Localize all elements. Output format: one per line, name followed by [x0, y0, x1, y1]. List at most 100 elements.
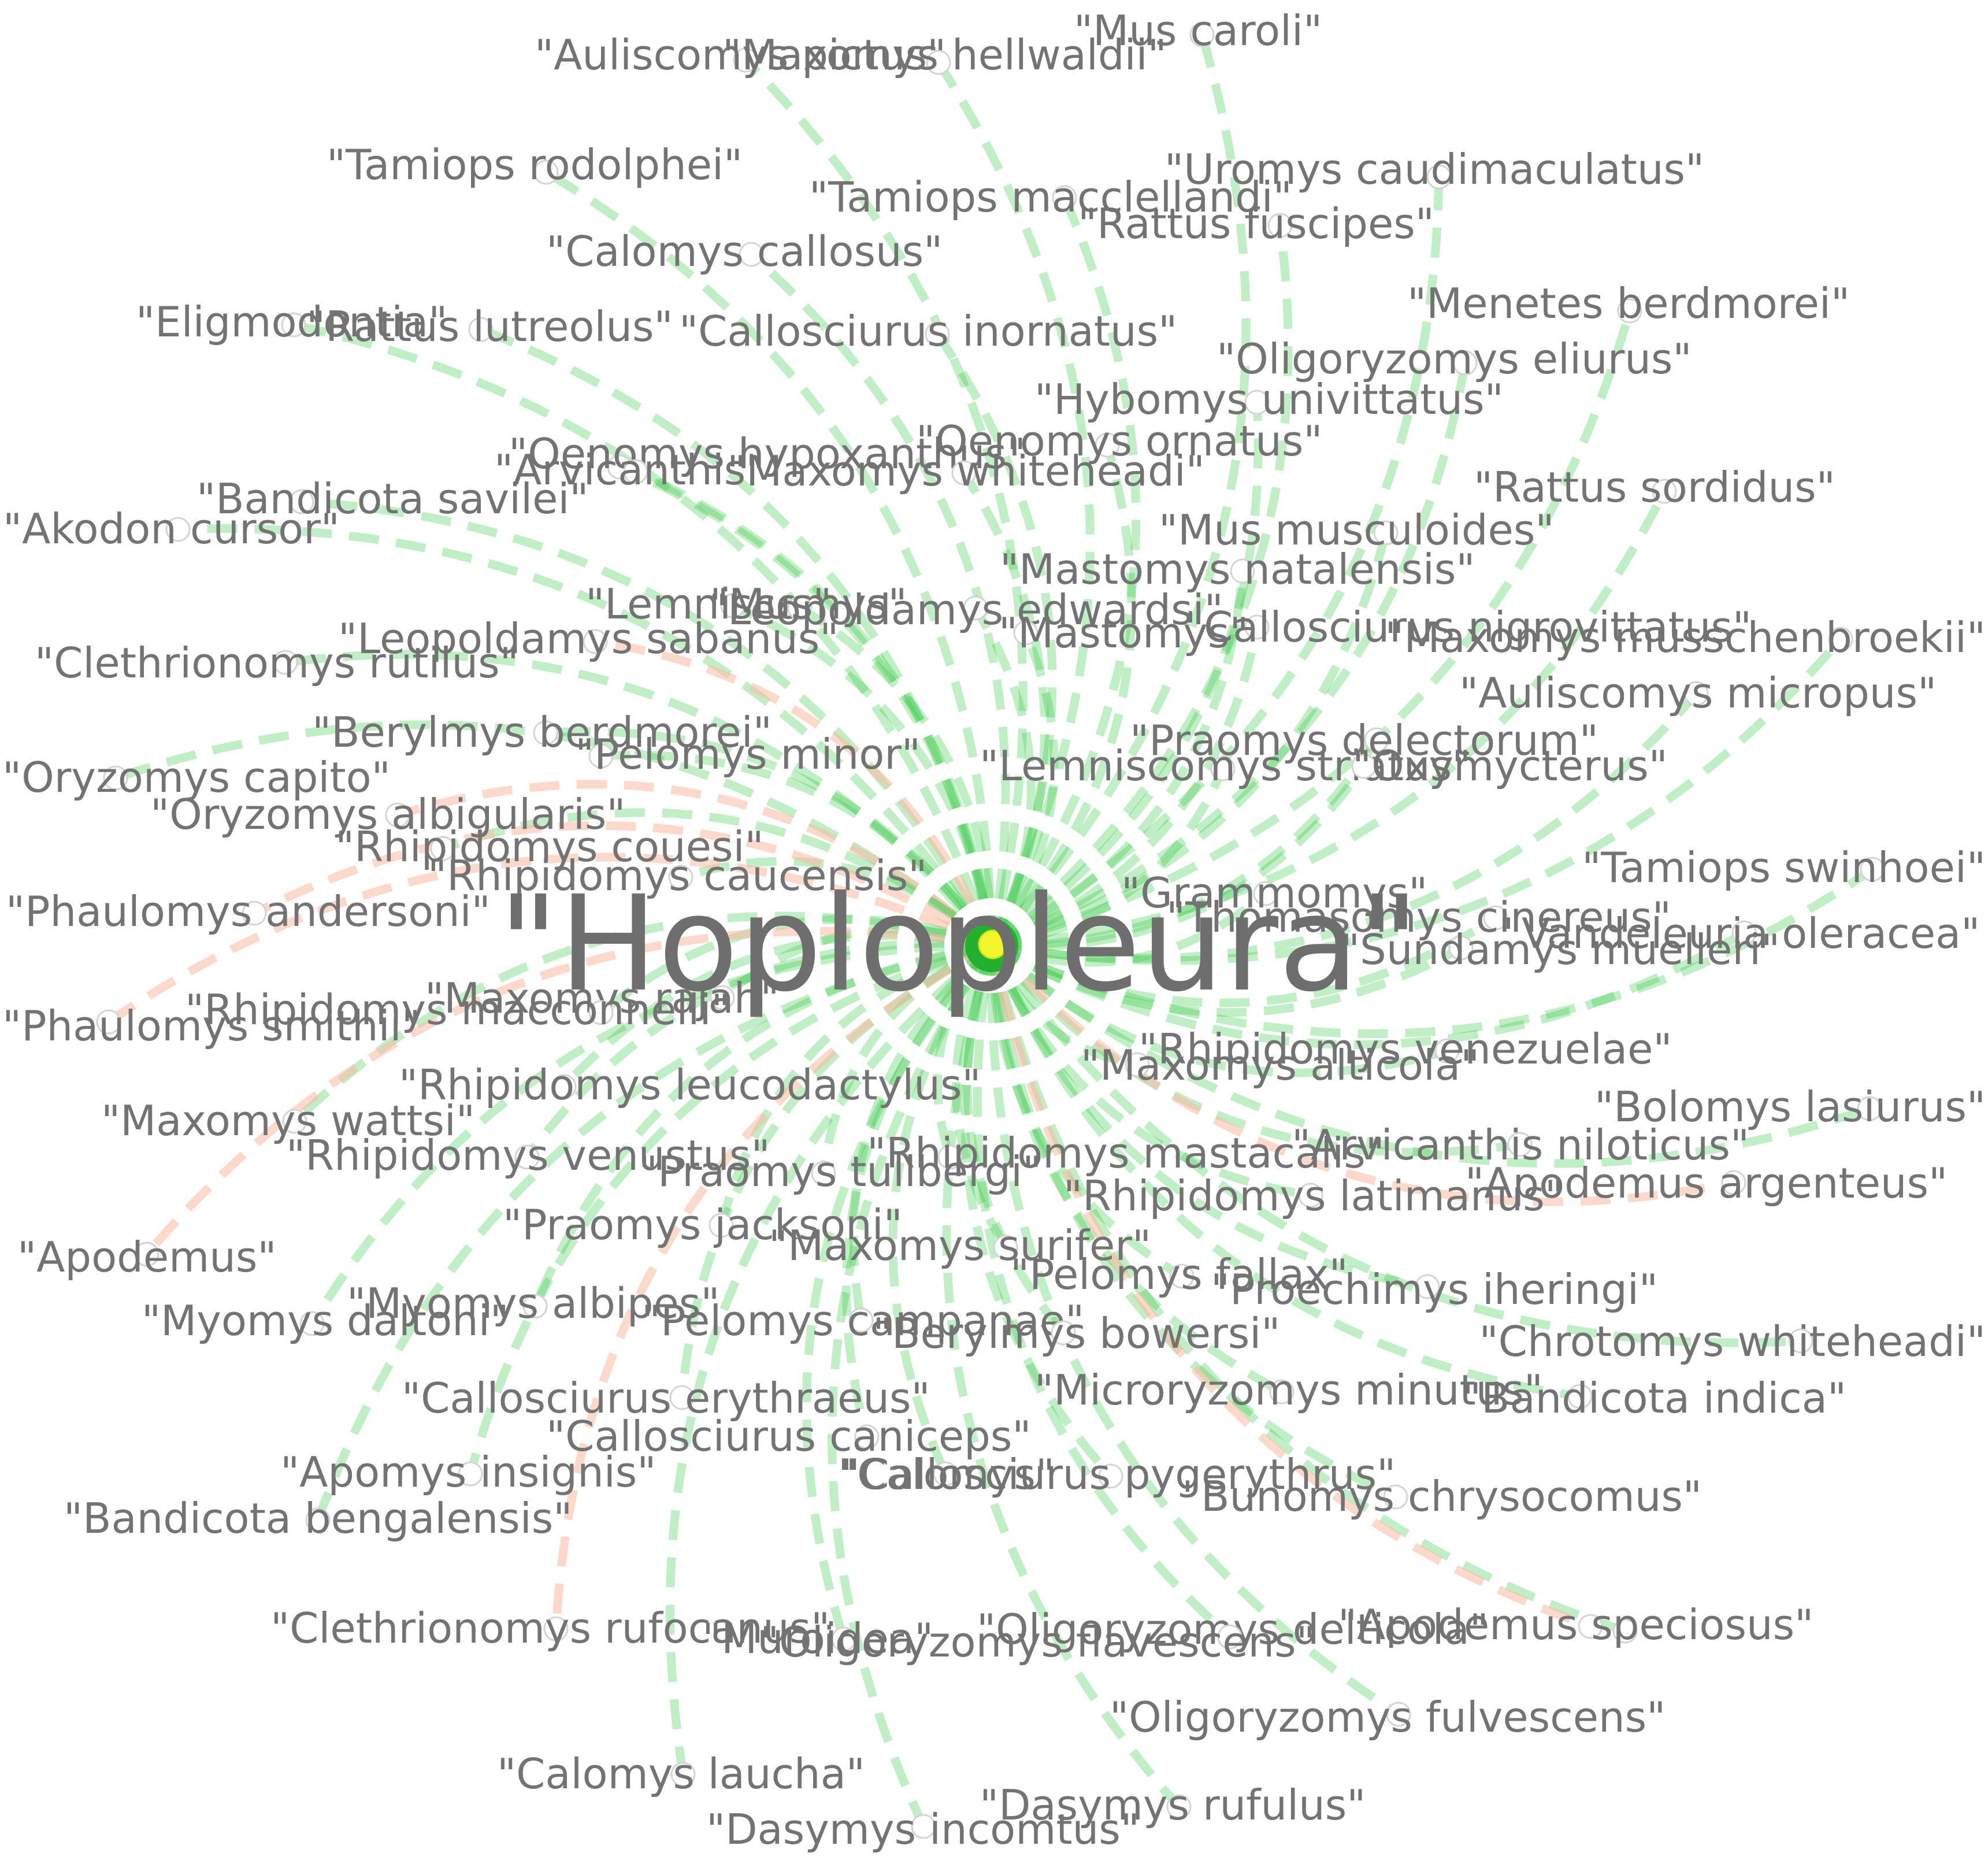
node-dot[interactable]	[1617, 298, 1642, 324]
node-dot[interactable]	[925, 321, 950, 347]
node-dot[interactable]	[1210, 756, 1236, 781]
edge	[531, 941, 993, 1308]
node-dot[interactable]	[305, 1507, 331, 1533]
node-dot[interactable]	[1731, 920, 1757, 946]
node-dot[interactable]	[1721, 1170, 1746, 1195]
node-dot[interactable]	[165, 517, 191, 542]
node-dot[interactable]	[733, 47, 758, 73]
node-dot[interactable]	[282, 1109, 307, 1134]
edge	[989, 402, 1263, 950]
node-dot[interactable]	[1189, 22, 1215, 47]
node-label: "Maxomys alticola"	[1081, 1041, 1479, 1090]
node-dot[interactable]	[854, 1424, 880, 1450]
node-dot[interactable]	[811, 1161, 836, 1186]
node-dot[interactable]	[514, 1144, 540, 1170]
node-dot[interactable]	[933, 1461, 958, 1487]
node-dot[interactable]	[1507, 1132, 1533, 1157]
node-dot[interactable]	[848, 1307, 874, 1333]
node-dot[interactable]	[588, 1000, 614, 1025]
node-dot[interactable]	[1828, 627, 1853, 652]
node-label: "Oligoryzomys fulvescens"	[1110, 1693, 1666, 1741]
node-dot[interactable]	[1383, 1484, 1408, 1510]
node-dot[interactable]	[134, 1242, 160, 1267]
node-dot[interactable]	[458, 1461, 483, 1487]
node-dot[interactable]	[299, 1311, 325, 1336]
node-dot[interactable]	[551, 1074, 577, 1099]
node-dot[interactable]	[1169, 1263, 1195, 1289]
node-dot[interactable]	[1052, 185, 1077, 210]
node-dot[interactable]	[533, 160, 559, 185]
node-dot[interactable]	[385, 802, 410, 828]
node-dot[interactable]	[1386, 1702, 1411, 1727]
node-dot[interactable]	[911, 1814, 936, 1839]
node-dot[interactable]	[103, 765, 128, 791]
node-dot[interactable]	[623, 459, 648, 484]
node-dot[interactable]	[720, 593, 746, 618]
node-dot[interactable]	[1578, 1614, 1603, 1639]
node-dot[interactable]	[588, 743, 614, 769]
node-dot[interactable]	[1013, 620, 1038, 646]
node-dot[interactable]	[1125, 1052, 1150, 1077]
node-dot[interactable]	[739, 242, 764, 267]
node-dot[interactable]	[1683, 681, 1709, 706]
node-dot[interactable]	[668, 865, 693, 890]
node-dot[interactable]	[96, 1009, 121, 1035]
node-dot[interactable]	[468, 317, 494, 342]
node-dot[interactable]	[1860, 857, 1885, 882]
node-dot[interactable]	[787, 595, 813, 621]
node-dot[interactable]	[1612, 1618, 1638, 1644]
node-dot[interactable]	[831, 1626, 856, 1652]
node-dot[interactable]	[1095, 432, 1120, 458]
node-dot[interactable]	[1788, 1328, 1813, 1354]
node-dot[interactable]	[1217, 1624, 1242, 1650]
edge	[252, 821, 994, 950]
node-dot[interactable]	[1415, 1274, 1440, 1299]
node-dot[interactable]	[1567, 1384, 1593, 1409]
node-dot[interactable]	[273, 650, 298, 675]
node-dot[interactable]	[1298, 1183, 1323, 1208]
node-dot[interactable]	[937, 1144, 963, 1170]
node-dot[interactable]	[1244, 614, 1270, 640]
node-dot[interactable]	[289, 489, 314, 514]
node-dot[interactable]	[1166, 1794, 1192, 1819]
node-dot[interactable]	[1267, 213, 1293, 238]
node-dot[interactable]	[533, 720, 558, 746]
node-dot[interactable]	[710, 985, 735, 1010]
node-dot[interactable]	[281, 312, 306, 338]
node-dot[interactable]	[1051, 1320, 1076, 1346]
node-dot[interactable]	[1448, 935, 1474, 961]
node-dot[interactable]	[1857, 1096, 1882, 1121]
node-dot[interactable]	[543, 1616, 569, 1641]
node-dot[interactable]	[963, 595, 988, 621]
node-dot[interactable]	[1652, 479, 1677, 504]
node-dot[interactable]	[670, 1762, 696, 1787]
node-dot[interactable]	[1269, 1379, 1295, 1405]
node-dot[interactable]	[1426, 164, 1452, 190]
node-dot[interactable]	[430, 836, 455, 861]
node-dot[interactable]	[522, 1294, 548, 1319]
node-dot[interactable]	[1098, 1463, 1123, 1489]
node-dot[interactable]	[926, 50, 951, 75]
node-dot[interactable]	[1244, 390, 1270, 415]
node-dot[interactable]	[242, 900, 267, 926]
node-dot[interactable]	[709, 1213, 734, 1238]
node-label: "Praomys jacksoni"	[503, 1200, 903, 1249]
node-dot[interactable]	[1483, 905, 1508, 931]
node-label: "Microryzomys minutus"	[1034, 1366, 1543, 1414]
node-dot[interactable]	[951, 460, 977, 486]
node-label: "Rhipidomys venezuelae"	[1138, 1025, 1672, 1073]
hub-node[interactable]	[965, 919, 1018, 972]
node-label: "Chrotomys whiteheadi"	[1479, 1317, 1986, 1366]
node-dot[interactable]	[993, 1235, 1018, 1260]
node-dot[interactable]	[1230, 558, 1255, 584]
edge	[990, 890, 1269, 967]
node-dot[interactable]	[1253, 881, 1278, 906]
node-dot[interactable]	[1434, 1038, 1460, 1063]
node-dot[interactable]	[669, 1385, 695, 1410]
node-dot[interactable]	[1351, 754, 1377, 779]
edge	[987, 945, 1398, 1501]
node-dot[interactable]	[583, 629, 608, 654]
node-dot[interactable]	[1452, 350, 1478, 376]
node-dot[interactable]	[1373, 520, 1399, 546]
node-dot[interactable]	[1364, 727, 1389, 753]
